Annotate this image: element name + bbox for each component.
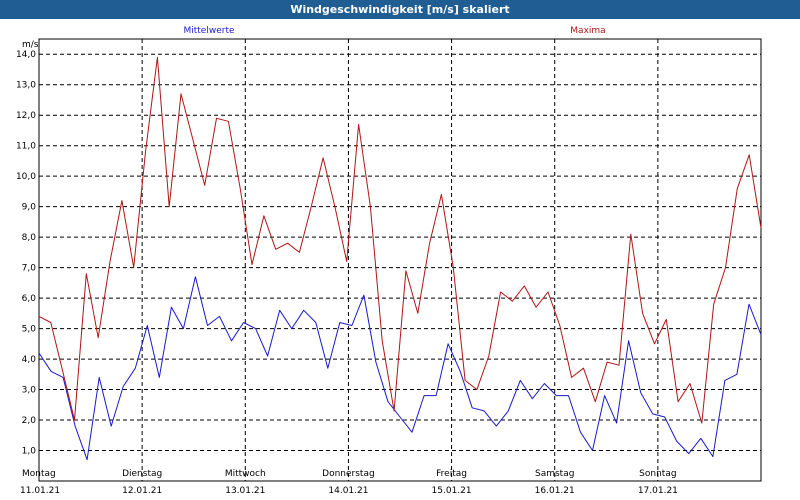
x-tick-day: Sonntag [639, 469, 676, 479]
y-tick-label: 7,0 [22, 264, 37, 274]
y-tick-label: 5,0 [22, 325, 37, 335]
y-axis-label: m/s [22, 40, 39, 50]
series-lines [38, 56, 762, 461]
x-tick-date: 15.01.21 [432, 486, 472, 496]
y-tick-label: 14,0 [16, 50, 36, 60]
x-tick-date: 16.01.21 [535, 486, 575, 496]
series-line-maxima [38, 56, 762, 424]
y-axis: 1,0 2,0 3,0 4,0 5,0 6,0 7,0 8,0 9,0 10,0 11,0 12,0 1… [16, 50, 36, 456]
x-tick-day: Donnerstag [322, 469, 375, 479]
x-tick-day: Montag [22, 469, 56, 479]
plot-area [38, 38, 762, 482]
x-tick-day: Mittwoch [225, 469, 266, 479]
y-tick-label: 9,0 [22, 203, 37, 213]
x-tick-date: 11.01.21 [20, 486, 60, 496]
y-tick-label: 12,0 [16, 111, 36, 121]
x-tick-date: 12.01.21 [122, 486, 162, 496]
legend-maxima: Maxima [570, 26, 605, 36]
x-tick-date: 13.01.21 [225, 486, 265, 496]
x-tick-day: Dienstag [122, 469, 162, 479]
y-tick-label: 6,0 [22, 294, 37, 304]
x-tick-date: 17.01.21 [638, 486, 678, 496]
wind-speed-chart: 1,0 2,0 3,0 4,0 5,0 6,0 7,0 8,0 9,0 10,0 11,0 12,0 1… [16, 26, 762, 496]
x-tick-day: Freitag [436, 469, 467, 479]
y-tick-label: 1,0 [22, 447, 37, 457]
y-tick-label: 2,0 [22, 416, 37, 426]
chart-title: Windgeschwindigkeit [m/s] skaliert [0, 0, 800, 19]
x-tick-date: 14.01.21 [328, 486, 368, 496]
x-axis: Montag 11.01.21 Dienstag 12.01.21 Mittwoch 13… [20, 469, 678, 496]
y-tick-label: 8,0 [22, 233, 37, 243]
y-tick-label: 3,0 [22, 386, 37, 396]
y-tick-label: 11,0 [16, 142, 36, 152]
grid [39, 39, 761, 481]
y-tick-label: 10,0 [16, 172, 36, 182]
y-tick-label: 13,0 [16, 81, 36, 91]
y-tick-label: 4,0 [22, 355, 37, 365]
series-line-mittelwerte [38, 276, 762, 461]
x-tick-day: Samstag [535, 469, 574, 479]
legend-mittelwerte: Mittelwerte [183, 26, 234, 36]
